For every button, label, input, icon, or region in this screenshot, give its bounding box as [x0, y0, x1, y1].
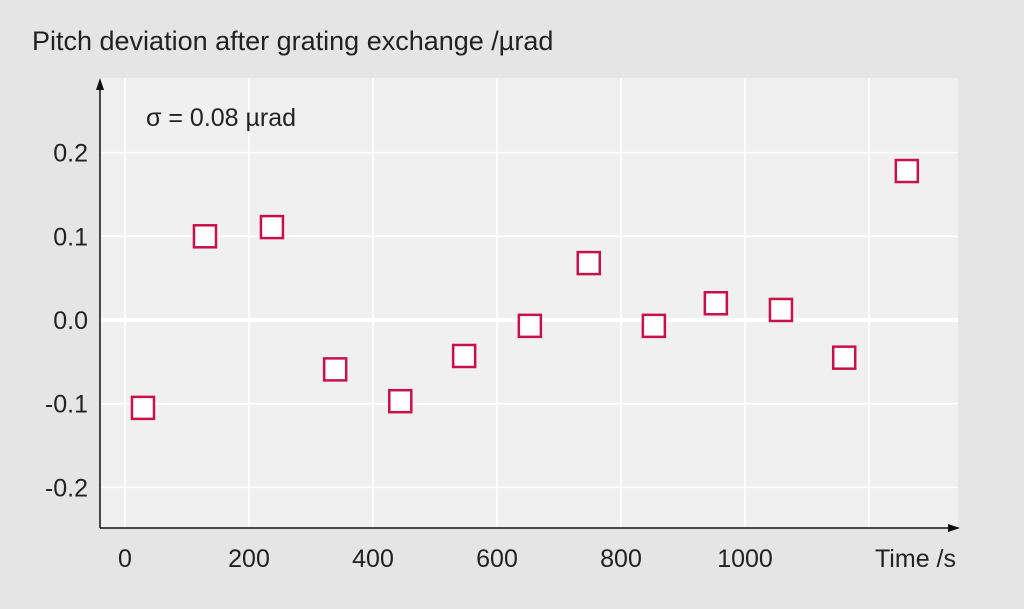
axes — [96, 78, 960, 532]
data-point — [130, 395, 156, 421]
x-axis-label: Time /s — [875, 545, 956, 573]
data-point — [703, 291, 729, 316]
y-tick-label: 0.0 — [53, 307, 88, 335]
y-tick-label: 0.1 — [53, 223, 88, 251]
data-point — [768, 297, 794, 323]
x-tick-label: 600 — [476, 545, 518, 573]
data-point — [517, 313, 543, 339]
y-tick-label: -0.2 — [45, 474, 88, 502]
data-point — [641, 313, 667, 339]
sigma-annotation: σ = 0.08 µrad — [146, 104, 296, 132]
y-tick-label: 0.2 — [53, 140, 88, 168]
x-tick-label: 0 — [118, 545, 132, 573]
x-tick-label: 400 — [352, 545, 394, 573]
data-point — [576, 250, 602, 276]
y-tick-label: -0.1 — [45, 391, 88, 419]
data-point — [259, 214, 285, 240]
data-point — [831, 345, 857, 370]
y-axis-arrow-icon — [96, 78, 104, 90]
data-points — [130, 158, 920, 421]
plot-area — [100, 78, 958, 528]
data-point — [192, 224, 218, 249]
grid — [100, 78, 958, 528]
x-tick-label: 200 — [228, 545, 270, 573]
data-point — [451, 343, 477, 369]
data-point — [894, 158, 920, 184]
data-point — [388, 388, 413, 414]
data-point — [322, 357, 348, 382]
x-tick-label: 1000 — [717, 545, 773, 573]
x-tick-label: 800 — [600, 545, 642, 573]
chart-title: Pitch deviation after grating exchange /… — [32, 26, 553, 56]
x-axis-arrow-icon — [948, 524, 960, 532]
